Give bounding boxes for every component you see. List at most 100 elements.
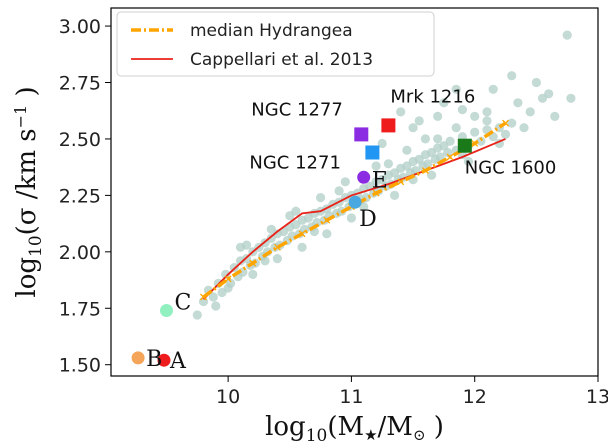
- y-tick-label: 2.25: [59, 185, 101, 207]
- median-marker: [224, 275, 232, 283]
- galaxy-label-ngc-1600: NGC 1600: [465, 158, 557, 179]
- legend: median Hydrangea Cappellari et al. 2013: [116, 11, 435, 77]
- hydrangea-point: [566, 93, 576, 103]
- galaxy-label-ngc-1277: NGC 1277: [251, 99, 343, 120]
- legend-label-cappellari: Cappellari et al. 2013: [190, 50, 373, 70]
- hydrangea-point: [223, 283, 233, 293]
- x-tick-label: 10: [216, 386, 240, 408]
- hydrangea-point: [433, 134, 443, 144]
- letter-label-a: A: [169, 349, 187, 374]
- hydrangea-point: [211, 301, 221, 311]
- letter-label-e: E: [372, 168, 388, 193]
- hydrangea-point: [390, 190, 400, 200]
- y-tick-label: 2.50: [59, 129, 101, 151]
- hydrangea-point: [248, 269, 258, 279]
- hydrangea-point: [192, 310, 202, 320]
- y-axis-label: log10(σ /km s−1 ): [11, 86, 46, 297]
- y-tick-label: 2.75: [59, 73, 101, 95]
- hydrangea-point: [297, 242, 307, 252]
- legend-label-median: median Hydrangea: [190, 21, 353, 41]
- hydrangea-point: [408, 123, 418, 133]
- galaxy-label-mrk-1216: Mrk 1216: [390, 86, 475, 107]
- galaxy-point-a: [157, 353, 171, 367]
- x-tick-label: 13: [586, 386, 608, 408]
- hydrangea-point: [507, 71, 517, 81]
- hydrangea-point: [451, 123, 461, 133]
- hydrangea-point: [470, 127, 480, 137]
- median-marker: [502, 119, 509, 127]
- hydrangea-point: [316, 193, 326, 203]
- median-marker: [323, 216, 331, 224]
- y-tick-label: 1.50: [59, 355, 101, 377]
- hydrangea-point: [439, 98, 449, 108]
- x-axis-label: log10(M★/M⊙ ): [265, 412, 444, 445]
- hydrangea-point: [445, 136, 455, 146]
- hydrangea-point: [260, 256, 270, 266]
- plot-area: NGC 1277 Mrk 1216 NGC 1271 NGC 1600 AB C DE: [131, 30, 576, 374]
- letter-label-d: D: [359, 207, 377, 232]
- hydrangea-point: [272, 254, 282, 264]
- hydrangea-point: [427, 170, 437, 180]
- hydrangea-point: [443, 147, 453, 158]
- median-marker: [200, 293, 207, 301]
- hydrangea-point: [525, 107, 535, 117]
- hydrangea-point: [402, 145, 412, 155]
- galaxy-marker-ngc-1600: [457, 138, 472, 153]
- legend-box: [116, 11, 435, 77]
- plot-frame: [110, 7, 599, 377]
- x-tick-label: 11: [339, 386, 363, 408]
- hydrangea-point: [476, 136, 486, 146]
- median-marker: [471, 140, 479, 147]
- hydrangea-point: [537, 93, 548, 103]
- hydrangea-point: [451, 84, 461, 94]
- hydrangea-point: [346, 213, 356, 223]
- hydrangea-point: [423, 159, 433, 169]
- hydrangea-point: [334, 186, 344, 196]
- hydrangea-point: [359, 202, 369, 212]
- hydrangea-point: [291, 206, 301, 216]
- y-axis-label-group: log10(σ /km s−1 ): [11, 86, 46, 297]
- median-marker: [446, 153, 454, 161]
- hydrangea-point: [322, 229, 332, 239]
- hydrangea-point: [420, 134, 430, 144]
- median-marker: [249, 259, 257, 267]
- median-marker: [372, 189, 380, 197]
- letter-label-b: B: [146, 347, 162, 372]
- hydrangea-point: [414, 116, 424, 126]
- axes: 10 11 12 13 1.50 1.75 2.00 2.25 2.50 2.75 3.00 log1…: [11, 16, 608, 445]
- hydrangea-point: [507, 118, 517, 128]
- galaxy-point-d: [348, 195, 362, 209]
- x-tick-label: 12: [463, 386, 487, 408]
- galaxy-point-b: [131, 351, 145, 365]
- hydrangea-point: [488, 84, 498, 94]
- galaxy-point-c: [160, 304, 173, 317]
- hydrangea-point: [377, 138, 387, 149]
- hydrangea-point: [513, 98, 523, 108]
- hydrangea-point: [470, 111, 480, 121]
- hydrangea-point: [433, 111, 443, 121]
- hydrangea-point: [531, 77, 542, 88]
- galaxy-label-ngc-1271: NGC 1271: [249, 153, 341, 174]
- hydrangea-point: [312, 217, 322, 228]
- data-layer: [131, 30, 576, 367]
- galaxy-marker-mrk-1216: [381, 118, 396, 133]
- galaxy-marker-ngc-1271: [365, 145, 380, 160]
- hydrangea-point: [519, 123, 529, 133]
- y-tick-label: 2.00: [59, 242, 101, 264]
- median-marker: [421, 167, 429, 175]
- hydrangea-point: [463, 156, 474, 167]
- hydrangea-point: [500, 129, 511, 139]
- hydrangea-point: [482, 107, 492, 117]
- cappellari-line: [202, 138, 506, 300]
- letter-label-c: C: [175, 291, 192, 316]
- hydrangea-point: [340, 177, 350, 187]
- hydrangea-point: [266, 224, 276, 234]
- hydrangea-point: [562, 30, 572, 40]
- median-marker: [397, 178, 405, 186]
- hydrangea-point: [371, 161, 381, 171]
- hydrangea-point: [396, 107, 406, 117]
- galaxy-marker-ngc-1277: [354, 127, 369, 142]
- hydrangea-point: [457, 105, 467, 115]
